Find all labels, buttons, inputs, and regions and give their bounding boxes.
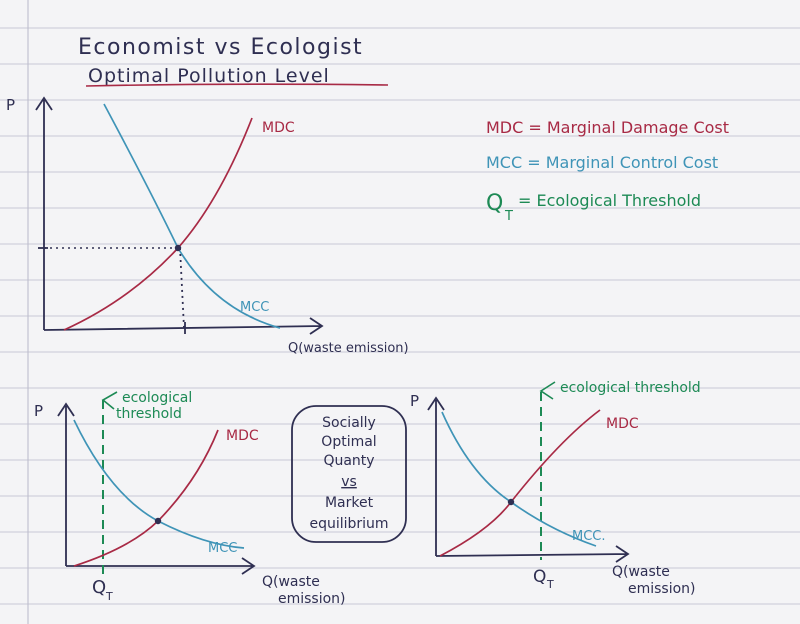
graph-left-y-label: P [34, 402, 43, 420]
legend-qt-sub: T [504, 209, 513, 224]
graph-top-x-label: Q(waste emission) [288, 341, 409, 356]
graph-left-mdc-curve [73, 429, 219, 567]
graph-left-mdc-label: MDC [226, 428, 259, 444]
graph-top-mcc-label: MCC [240, 300, 269, 315]
graph-top-mdc-label: MDC [262, 120, 295, 136]
graph-right-qt-sub: T [546, 578, 554, 591]
title-underline [85, 83, 389, 87]
graph-left-y-axis [57, 402, 75, 566]
graph-right-mcc-label: MCC. [572, 529, 606, 544]
comparison-box-border [291, 405, 407, 543]
graph-right-x-axis [435, 545, 630, 563]
graph-right: P ecological threshold MDC MCC. Q T Q(wa… [410, 380, 701, 597]
graph-left-mcc-curve [73, 419, 245, 549]
comparison-box-line-2: Optimal [321, 434, 376, 450]
graph-left-qt-sub: T [105, 590, 113, 603]
graph-top-y-axis [35, 96, 53, 330]
graph-right-y-label: P [410, 392, 419, 410]
graph-top-y-label: P [6, 96, 15, 114]
graph-left-threshold-arrow [101, 391, 118, 410]
graph-right-x-label-2: emission) [628, 581, 696, 597]
title-line-1: Economist vs Ecologist [78, 35, 363, 60]
graph-left-threshold-label-2: threshold [116, 406, 182, 422]
legend-mdc: MDC = Marginal Damage Cost [486, 118, 729, 137]
graph-left-x-label-2: emission) [278, 591, 346, 607]
graph-left-qt-symbol: Q [92, 577, 106, 598]
legend-mcc: MCC = Marginal Control Cost [486, 153, 718, 172]
graph-left-x-axis [66, 557, 256, 575]
graph-right-y-axis [427, 396, 445, 556]
graph-top: P MDC MCC Q(waste emission) [6, 96, 409, 356]
legend-qt: Q T = Ecological Threshold [486, 191, 701, 224]
graph-top-mdc-curve [63, 117, 253, 331]
graph-right-qt-symbol: Q [533, 567, 546, 587]
legend-qt-symbol: Q [486, 191, 503, 216]
graph-top-equilibrium-point [174, 244, 182, 252]
graph-top-quantity-dotted [179, 247, 185, 329]
graph-left-threshold-label-1: ecological [122, 390, 192, 406]
comparison-box-line-6: equilibrium [309, 516, 388, 532]
graph-left-x-label-1: Q(waste [262, 574, 320, 590]
graph-right-threshold-label: ecological threshold [560, 380, 701, 396]
legend-qt-text: = Ecological Threshold [518, 191, 701, 210]
graph-right-threshold-arrow [539, 381, 556, 400]
comparison-box-line-4: vs [341, 474, 357, 490]
comparison-box-line-5: Market [325, 495, 374, 511]
graph-left-equilibrium-point [154, 517, 162, 525]
graph-left: P ecological threshold MDC MCC Q T Q(was… [34, 390, 346, 607]
graph-left-mcc-label: MCC [208, 541, 237, 556]
comparison-box-line-1: Socially [322, 415, 376, 431]
comparison-box-line-3: Quanty [323, 453, 374, 469]
graph-right-mdc-label: MDC [606, 416, 639, 432]
graph-right-equilibrium-point [507, 498, 515, 506]
graph-top-mcc-curve [103, 103, 281, 329]
comparison-box: Socially Optimal Quanty vs Market equili… [291, 405, 407, 543]
graph-right-x-label-1: Q(waste [612, 564, 670, 580]
ruled-lines [0, 27, 800, 605]
title-line-2: Optimal Pollution Level [88, 65, 330, 87]
